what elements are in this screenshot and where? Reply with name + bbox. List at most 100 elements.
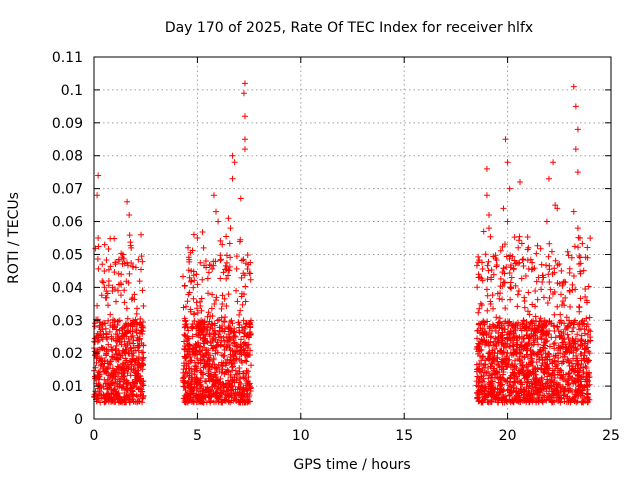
data-point bbox=[241, 80, 248, 87]
data-point bbox=[126, 211, 133, 218]
data-point bbox=[475, 259, 482, 266]
data-point bbox=[94, 353, 101, 360]
data-point bbox=[190, 284, 197, 291]
data-point bbox=[570, 349, 577, 356]
data-point bbox=[125, 366, 132, 373]
data-point bbox=[556, 261, 563, 268]
data-point bbox=[130, 344, 137, 351]
data-point bbox=[105, 266, 112, 273]
data-point bbox=[186, 289, 193, 296]
data-point bbox=[211, 383, 218, 390]
data-point bbox=[193, 299, 200, 306]
data-point bbox=[555, 328, 562, 335]
data-point bbox=[584, 244, 591, 251]
data-point bbox=[236, 311, 243, 318]
data-point bbox=[579, 240, 586, 247]
data-point bbox=[560, 392, 567, 399]
data-point bbox=[473, 382, 480, 389]
data-point bbox=[564, 331, 571, 338]
data-point bbox=[217, 252, 224, 259]
data-point bbox=[127, 345, 134, 352]
data-point bbox=[201, 319, 208, 326]
data-point bbox=[231, 360, 238, 367]
data-point bbox=[510, 339, 517, 346]
data-point bbox=[132, 264, 139, 271]
data-point bbox=[238, 257, 245, 264]
data-point bbox=[223, 252, 230, 259]
data-point bbox=[133, 329, 140, 336]
data-point bbox=[139, 258, 146, 265]
data-point bbox=[180, 377, 187, 384]
data-point bbox=[504, 159, 511, 166]
data-point bbox=[227, 254, 234, 261]
chart-title: Day 170 of 2025, Rate Of TEC Index for r… bbox=[165, 20, 533, 36]
data-point bbox=[501, 376, 508, 383]
data-point bbox=[95, 172, 102, 179]
data-point bbox=[95, 395, 102, 402]
data-point bbox=[524, 379, 531, 386]
data-point bbox=[124, 198, 131, 205]
data-point bbox=[217, 256, 224, 263]
data-point bbox=[485, 368, 492, 375]
data-point bbox=[108, 380, 115, 387]
data-point bbox=[190, 399, 197, 406]
data-point bbox=[185, 244, 192, 251]
data-point bbox=[492, 252, 499, 259]
data-point bbox=[500, 320, 507, 327]
data-point bbox=[231, 159, 238, 166]
data-point bbox=[535, 341, 542, 348]
data-point bbox=[570, 83, 577, 90]
data-point bbox=[514, 341, 521, 348]
data-point bbox=[128, 260, 135, 267]
data-point bbox=[186, 347, 193, 354]
data-point bbox=[504, 218, 511, 225]
data-point bbox=[573, 347, 580, 354]
data-point bbox=[577, 374, 584, 381]
data-point bbox=[551, 265, 558, 272]
data-point bbox=[586, 381, 593, 388]
data-point bbox=[520, 388, 527, 395]
data-point bbox=[586, 314, 593, 321]
data-point bbox=[194, 331, 201, 338]
data-point bbox=[226, 240, 233, 247]
data-point bbox=[115, 395, 122, 402]
data-point bbox=[576, 261, 583, 268]
data-point bbox=[130, 319, 137, 326]
data-point bbox=[545, 371, 552, 378]
data-point bbox=[181, 315, 188, 322]
data-point bbox=[203, 264, 210, 271]
data-point bbox=[499, 395, 506, 402]
data-point bbox=[226, 380, 233, 387]
data-point bbox=[104, 364, 111, 371]
data-point bbox=[190, 386, 197, 393]
data-point bbox=[194, 235, 201, 241]
data-point bbox=[526, 389, 533, 396]
data-point bbox=[199, 276, 206, 283]
data-point bbox=[504, 349, 511, 356]
data-point bbox=[516, 350, 523, 357]
data-point bbox=[132, 367, 139, 374]
data-point bbox=[582, 363, 589, 370]
data-point bbox=[212, 350, 219, 357]
data-point bbox=[232, 333, 239, 340]
data-point bbox=[539, 278, 546, 285]
data-point bbox=[484, 262, 491, 269]
data-point bbox=[106, 328, 113, 335]
data-point bbox=[218, 314, 225, 321]
data-point bbox=[536, 318, 543, 325]
data-point bbox=[546, 343, 553, 350]
data-point bbox=[517, 325, 524, 332]
data-point bbox=[584, 254, 591, 261]
data-point bbox=[487, 379, 494, 386]
data-point bbox=[221, 295, 228, 302]
data-point bbox=[559, 298, 566, 305]
data-point bbox=[244, 265, 251, 272]
data-point bbox=[100, 391, 107, 398]
data-point bbox=[528, 355, 535, 362]
data-point bbox=[188, 379, 195, 386]
data-point bbox=[527, 395, 534, 402]
data-point bbox=[112, 388, 119, 395]
data-point bbox=[184, 351, 191, 358]
data-point bbox=[243, 385, 250, 392]
data-point bbox=[484, 307, 491, 314]
